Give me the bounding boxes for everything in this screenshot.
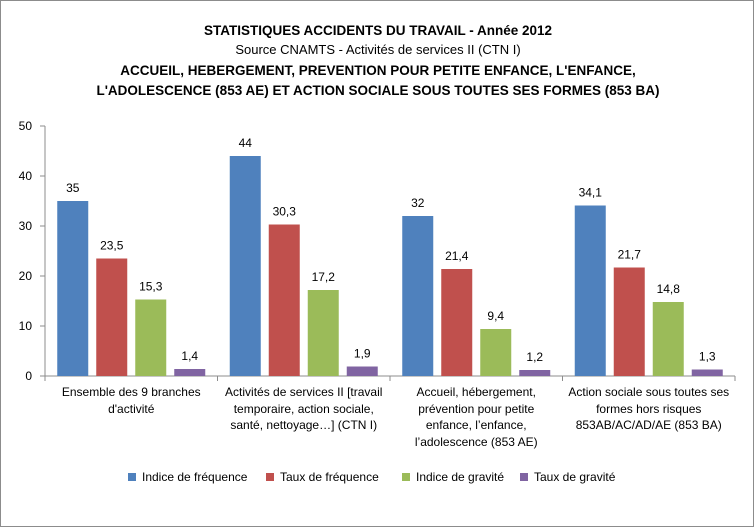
category-label-line: Ensemble des 9 branches	[61, 385, 201, 399]
category-label-line: santé, nettoyage…] (CTN I)	[230, 418, 378, 432]
bar	[402, 216, 434, 376]
legend: Indice de fréquence Taux de fréquence Indi…	[1, 470, 754, 486]
data-label: 21,7	[618, 248, 642, 262]
data-label: 35	[66, 181, 80, 195]
legend-label: Indice de gravité	[416, 470, 505, 484]
legend-item: Taux de fréquence	[266, 470, 379, 484]
category-label: Accueil, hébergement, prévention pour pet…	[392, 384, 560, 450]
data-label: 21,4	[445, 249, 469, 263]
category-label-line: formes hors risques	[596, 401, 702, 416]
category-label-line: enfance, l’enfance,	[425, 418, 527, 432]
bar	[480, 329, 512, 376]
legend-swatch	[402, 473, 410, 481]
y-tick-label: 40	[19, 169, 33, 183]
bar	[519, 370, 551, 376]
data-label: 14,8	[657, 282, 681, 296]
bar	[652, 302, 684, 376]
category-label-line: temporaire, action sociale,	[233, 401, 374, 416]
category-label-line: l’adolescence (853 AE)	[414, 434, 538, 449]
bar	[135, 299, 167, 376]
chart-subtitle-source: Source CNAMTS - Activités de services II…	[235, 42, 521, 57]
bar	[229, 156, 261, 376]
data-label: 34,1	[579, 186, 603, 200]
data-label: 1,2	[526, 350, 543, 364]
legend-label: Taux de gravité	[534, 470, 616, 484]
legend-item: Indice de gravité	[402, 470, 504, 484]
category-label-line: Accueil, hébergement,	[416, 385, 536, 399]
data-label: 9,4	[487, 309, 504, 323]
bar	[174, 369, 206, 376]
bar	[307, 290, 339, 376]
data-label: 15,3	[139, 280, 163, 294]
legend-swatch	[520, 473, 528, 481]
data-label: 32	[411, 196, 425, 210]
data-label: 1,9	[354, 347, 371, 361]
y-tick-label: 10	[19, 319, 33, 333]
chart-subtitle-line-1: ACCUEIL, HEBERGEMENT, PREVENTION POUR PE…	[120, 63, 636, 78]
category-label-line: Action sociale sous toutes ses	[568, 385, 730, 399]
data-label: 30,3	[273, 205, 297, 219]
data-label: 17,2	[312, 270, 336, 284]
y-tick-label: 30	[19, 219, 33, 233]
bar	[96, 258, 128, 376]
category-label: Activités de services II [travail tempora…	[220, 384, 388, 434]
bar	[574, 205, 606, 376]
data-label: 1,4	[181, 349, 198, 363]
bar	[346, 366, 378, 376]
data-label: 23,5	[100, 239, 124, 253]
bar	[268, 224, 300, 376]
legend-label: Indice de fréquence	[142, 470, 248, 484]
category-label-line: 853AB/AC/AD/AE (853 BA)	[575, 418, 722, 432]
category-label: Ensemble des 9 branches d'activité	[47, 384, 215, 417]
legend-item: Taux de gravité	[520, 470, 615, 484]
legend-item: Indice de fréquence	[128, 470, 247, 484]
chart-subtitle-line-2: L'ADOLESCENCE (853 AE) ET ACTION SOCIALE…	[96, 83, 660, 98]
bar	[613, 267, 645, 376]
category-label-line: d'activité	[108, 401, 155, 416]
bar	[57, 201, 89, 376]
category-label-line: Activités de services II [travail	[225, 385, 383, 399]
legend-label: Taux de fréquence	[280, 470, 379, 484]
bar	[441, 269, 473, 376]
category-label-line: prévention pour petite	[418, 401, 535, 416]
chart-title: STATISTIQUES ACCIDENTS DU TRAVAIL - Anné…	[203, 23, 553, 38]
y-tick-label: 50	[19, 119, 33, 133]
legend-swatch	[128, 473, 136, 481]
legend-swatch	[266, 473, 274, 481]
y-tick-label: 0	[25, 369, 32, 383]
data-label: 44	[239, 136, 253, 150]
data-label: 1,3	[699, 350, 716, 364]
category-label: Action sociale sous toutes ses formes hor…	[565, 384, 733, 434]
y-tick-label: 20	[19, 269, 33, 283]
bar	[691, 369, 723, 376]
